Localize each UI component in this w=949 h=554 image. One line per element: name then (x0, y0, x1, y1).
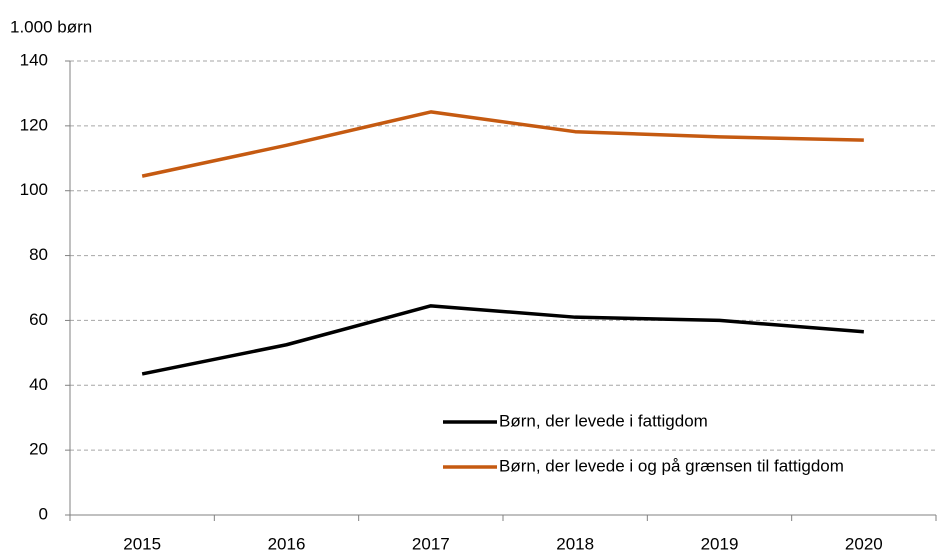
y-tick-label: 120 (20, 115, 48, 134)
legend-label: Børn, der levede i fattigdom (499, 411, 708, 430)
y-tick-label: 80 (29, 245, 48, 264)
y-axis-label: 1.000 børn (10, 17, 92, 36)
x-tick-label: 2016 (268, 534, 306, 553)
x-tick-label: 2015 (123, 534, 161, 553)
y-tick-label: 40 (29, 375, 48, 394)
x-tick-label: 2019 (701, 534, 739, 553)
y-tick-label: 60 (29, 310, 48, 329)
y-tick-label: 140 (20, 50, 48, 69)
series-line (141, 304, 864, 376)
y-tick-label: 20 (29, 440, 48, 459)
legend-label: Børn, der levede i og på grænsen til fat… (499, 456, 844, 475)
x-tick-label: 2018 (556, 534, 594, 553)
series-line (141, 110, 864, 178)
y-tick-label: 0 (39, 504, 48, 523)
y-tick-label: 100 (20, 180, 48, 199)
x-tick-label: 2020 (845, 534, 883, 553)
x-tick-label: 2017 (412, 534, 450, 553)
